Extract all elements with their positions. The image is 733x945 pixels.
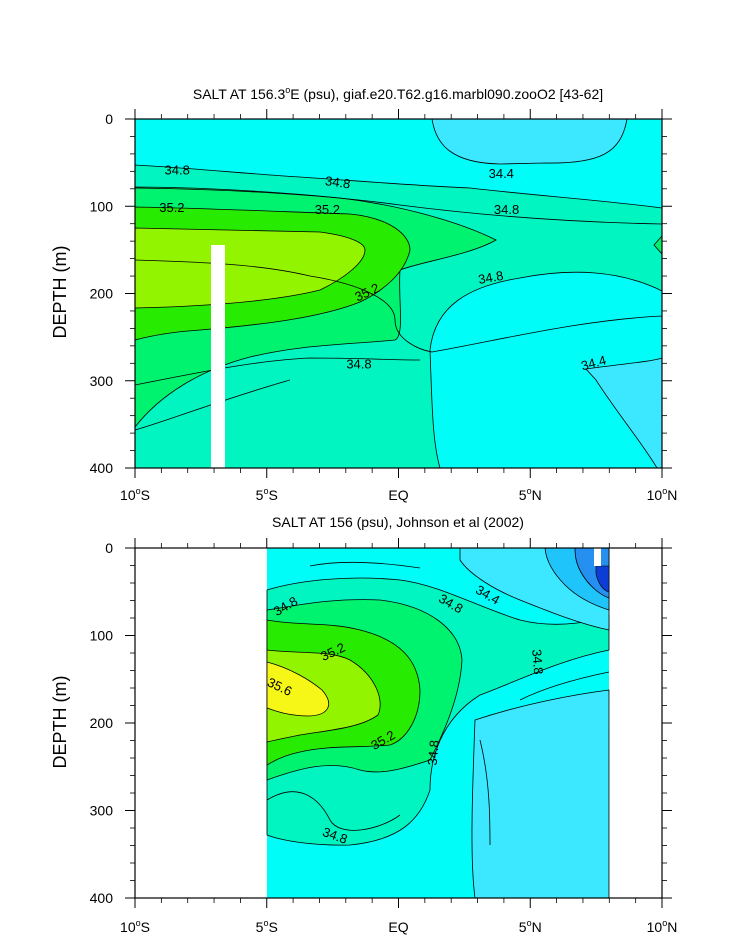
panel2-contour-labels: 34.8 34.434.835.2 34.835.635.2 34.834.8 (265, 582, 546, 847)
p1-contour-label: 34.8 (324, 173, 351, 191)
p1-ytick-label: 100 (90, 198, 114, 214)
p2-gap-top (594, 548, 601, 566)
p2-fill-35-6 (266, 661, 330, 717)
svg-text:34.8: 34.8 (346, 356, 371, 371)
panel2-title: SALT AT 156 (psu), Johnson et al (2002) (272, 514, 524, 530)
svg-text:34.8: 34.8 (477, 268, 505, 287)
p2-fill-34-4-deep (471, 689, 610, 899)
p1-contour-label: 35.2 (159, 200, 184, 215)
svg-text:34.8: 34.8 (494, 202, 519, 217)
model-salinity-panel: SALT AT 156.3oE (psu), giaf.e20.T62.g16.… (50, 85, 677, 503)
svg-text:34.8: 34.8 (529, 649, 546, 676)
p2-xtick-label: 5oN (519, 918, 542, 935)
svg-text:35.2: 35.2 (315, 202, 340, 217)
p2-xtick-label: 10oS (120, 918, 150, 935)
svg-text:34.4: 34.4 (579, 352, 607, 373)
p2-ytick-label: 200 (90, 715, 114, 731)
panel1-filled-contours (134, 118, 663, 469)
panel1-contour-lines (134, 187, 663, 431)
panel2-axes: 0 100 200 300 400 10oS 5oS EQ 5oN 10oN (90, 538, 678, 935)
p1-ytick-label: 200 (90, 286, 114, 302)
p1-fill-35-4 (134, 227, 366, 309)
p2-contour-label: 34.8 (425, 740, 442, 767)
svg-text:35.2: 35.2 (159, 200, 184, 215)
p2-ytick-label: 400 (90, 890, 114, 906)
svg-text:34.8: 34.8 (324, 173, 351, 191)
p2-ytick-label: 300 (90, 803, 114, 819)
p1-xtick-label: 10oN (647, 486, 678, 503)
p1-contour-label: 34.8 (165, 163, 190, 178)
p2-ytick-label: 100 (90, 628, 114, 644)
p1-contour-label: 34.4 (489, 166, 514, 181)
panel1-missing-data-column (211, 245, 225, 468)
p1-ytick-label: 0 (105, 111, 113, 127)
panel2-filled-contours (266, 547, 610, 899)
p1-contour-label: 35.2 (315, 202, 340, 217)
panel2-ylabel: DEPTH (m) (50, 676, 70, 769)
p2-fill-dark (595, 565, 610, 593)
p1-fill-34-4-surface (431, 118, 628, 165)
panel2-contour-lines (266, 562, 610, 846)
p1-contour-label: 34.8 (346, 356, 371, 371)
panel1-ylabel: DEPTH (m) (50, 246, 70, 339)
panel1-title: SALT AT 156.3oE (psu), giaf.e20.T62.g16.… (193, 85, 603, 102)
p1-contour-label: 34.8 (477, 268, 505, 287)
p1-xtick-label: 10oS (120, 486, 150, 503)
p2-xtick-label: 5oS (256, 918, 278, 935)
p1-xtick-label: 5oN (519, 486, 542, 503)
p2-contour-label: 34.8 (529, 649, 546, 676)
p1-ytick-label: 400 (90, 460, 114, 476)
panel1-axes: 0 100 200 300 400 10oS 5oS EQ 5oN 10oN (90, 109, 678, 503)
p2-xtick-label: 10oN (647, 918, 678, 935)
p1-contour-label: 34.8 (494, 202, 519, 217)
p1-xtick-label: 5oS (256, 486, 278, 503)
svg-text:34.8: 34.8 (425, 740, 442, 767)
p1-contour-label: 34.4 (579, 352, 607, 373)
p2-ytick-label: 0 (105, 540, 113, 556)
svg-text:34.4: 34.4 (489, 166, 514, 181)
p1-ytick-label: 300 (90, 373, 114, 389)
p2-xtick-label: EQ (388, 919, 408, 935)
panel1-contour-labels: 34.834.8 34.435.2 35.2 34.834.835.234.8 34.4 (159, 163, 608, 374)
observed-salinity-panel: SALT AT 156 (psu), Johnson et al (2002) … (50, 514, 677, 935)
p1-xtick-label: EQ (388, 487, 408, 503)
svg-text:34.8: 34.8 (165, 163, 190, 178)
